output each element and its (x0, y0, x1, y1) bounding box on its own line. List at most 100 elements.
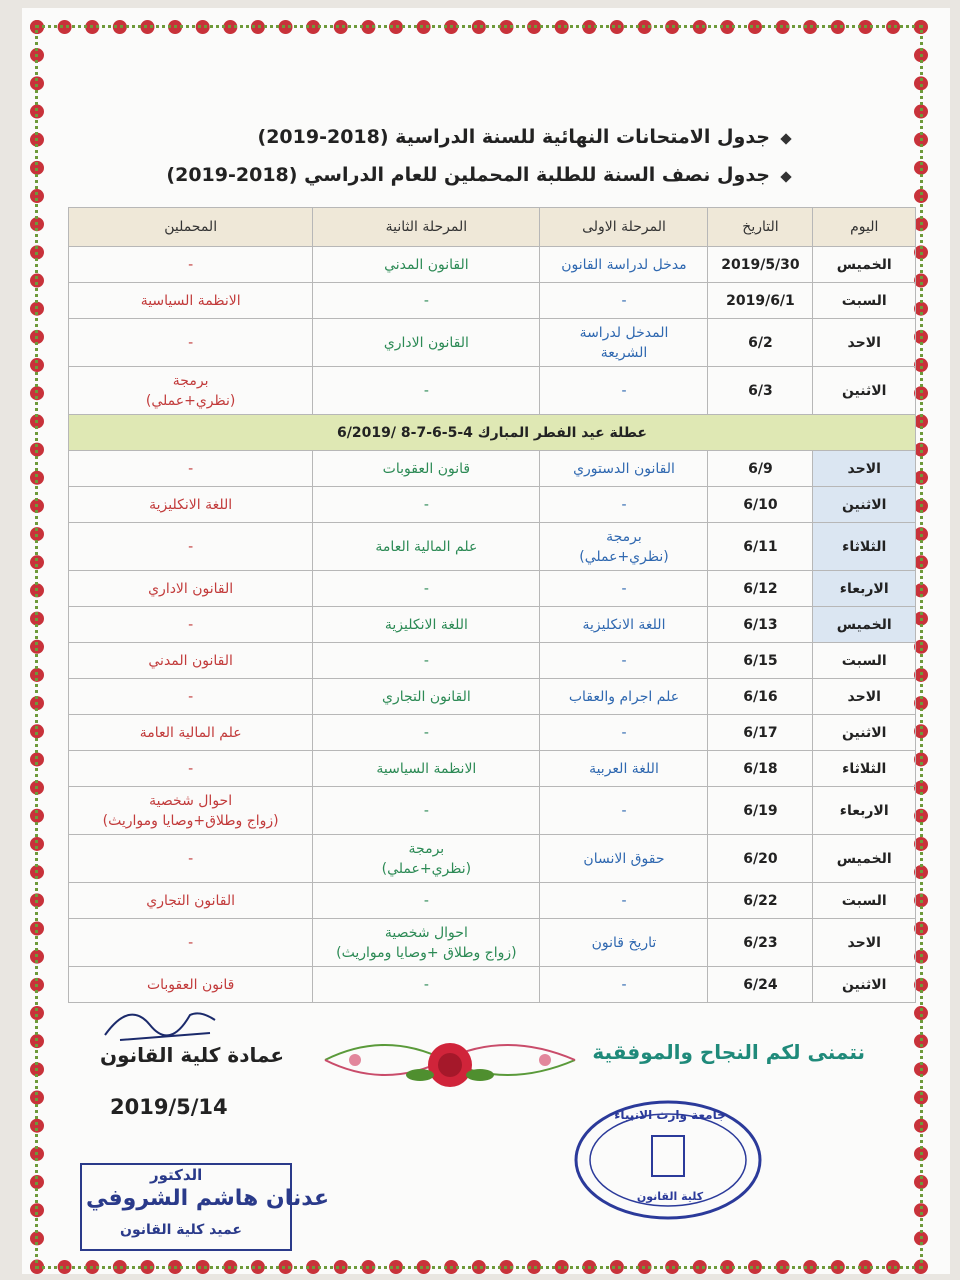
table-cell: احوال شخصية (زواج وطلاق +وصايا ومواريث) (312, 918, 541, 967)
table-row: الاثنين 6/3- - برمجة (نظري+عملي) (67, 366, 916, 415)
table-cell: - (67, 318, 314, 367)
table-cell: - (312, 714, 541, 751)
table-cell: الخميس (812, 606, 916, 643)
table-cell: 6/2 (707, 318, 814, 367)
date: 2019/5/14 (110, 1095, 228, 1119)
table-cell: الاربعاء (812, 786, 916, 835)
table-cell: القانون التجاري (67, 882, 314, 919)
table-cell: - (67, 450, 314, 487)
table-row: الاثنين 6/24- - قانون العقوبات (67, 966, 916, 1003)
deanship: عمادة كلية القانون (100, 1043, 285, 1067)
table-row: الاربعاء 6/19- - احوال شخصية (زواج وطلاق+وص… (67, 786, 916, 835)
signature-scribble (104, 1012, 216, 1041)
table-cell: المدخل لدراسة الشريعة (539, 318, 709, 367)
column-header: المرحلة الاولى (539, 207, 709, 247)
table-cell: 6/19 (707, 786, 814, 835)
table-cell: - (539, 486, 709, 523)
table-cell: 6/24 (707, 966, 814, 1003)
table-cell: 2019/6/1 (707, 282, 814, 319)
table-cell: الاحد (812, 318, 916, 367)
table-cell: - (312, 486, 541, 523)
stamp (574, 1100, 762, 1220)
table-cell: - (67, 246, 314, 283)
table-cell: - (67, 522, 314, 571)
table-cell: - (312, 282, 541, 319)
wish: نتمنى لكم النجاح والموفقية (592, 1040, 865, 1064)
table-row: الاثنين 6/10- - اللغة الانكليزية (67, 486, 916, 523)
table-cell: الاثنين (812, 486, 916, 523)
table-cell: الثلاثاء (812, 522, 916, 571)
table-cell: - (312, 366, 541, 415)
table-row: الخميس 2019/5/30 مدخل لدراسة القانون القانو… (67, 246, 916, 283)
table-cell: القانون المدني (67, 642, 314, 679)
table-cell: 6/11 (707, 522, 814, 571)
table-cell: احوال شخصية (زواج وطلاق+وصايا ومواريث) (67, 786, 314, 835)
table-cell: 6/13 (707, 606, 814, 643)
table-row: الاحد 6/2 المدخل لدراسة الشريعة القانون الا… (67, 318, 916, 367)
table-cell: - (539, 786, 709, 835)
holiday-row: عطلة عيد الفطر المبارك 4-5-6-7-8 /6/2019 (68, 414, 916, 451)
table-cell: 6/20 (707, 834, 814, 883)
table-cell: علم المالية العامة (312, 522, 541, 571)
table-cell: القانون التجاري (312, 678, 541, 715)
table-cell: الاحد (812, 450, 916, 487)
table-cell: برمجة (نظري+عملي) (539, 522, 709, 571)
table-cell: - (312, 570, 541, 607)
table-cell: - (67, 606, 314, 643)
signature-title: الدكتور (150, 1166, 203, 1184)
table-row: السبت 6/22- - القانون التجاري (67, 882, 916, 919)
table-cell: قانون العقوبات (312, 450, 541, 487)
table-row: الاحد 6/16 علم اجرام والعقاب القانون التجار… (67, 678, 916, 715)
table-cell: القانون الاداري (312, 318, 541, 367)
table-cell: تاريخ قانون (539, 918, 709, 967)
table-cell: 6/22 (707, 882, 814, 919)
table-cell: الانظمة السياسية (312, 750, 541, 787)
table-row: الاثنين 6/17- - علم المالية العامة (67, 714, 916, 751)
table-cell: 6/9 (707, 450, 814, 487)
rose-ornament (324, 1043, 576, 1087)
table-row: السبت 2019/6/1- - الانظمة السياسية (67, 282, 916, 319)
exam-table: اليوم التاريخ المرحلة الاولى المرحلة الثاني… (67, 207, 916, 1003)
table-cell: - (312, 642, 541, 679)
table-cell: 6/10 (707, 486, 814, 523)
table-row: الخميس 6/13 اللغة الانكليزية اللغة الانكليز… (67, 606, 916, 643)
signature-box (80, 1163, 292, 1251)
stamp-college: كلية القانون (636, 1190, 704, 1203)
table-cell: - (312, 966, 541, 1003)
table-cell: 6/17 (707, 714, 814, 751)
table-cell: السبت (812, 282, 916, 319)
table-cell: الخميس (812, 246, 916, 283)
table-row: الاربعاء 6/12- - القانون الاداري (67, 570, 916, 607)
table-cell: حقوق الانسان (539, 834, 709, 883)
table-row: الثلاثاء 6/18 اللغة العربية الانظمة السياسي… (67, 750, 916, 787)
table-cell: الانظمة السياسية (67, 282, 314, 319)
column-header: التاريخ (707, 207, 814, 247)
table-row: الخميس 6/20 حقوق الانسان برمجة (نظري+عملي) - (67, 834, 916, 883)
table-cell: اللغة الانكليزية (539, 606, 709, 643)
table-cell: مدخل لدراسة القانون (539, 246, 709, 283)
table-row: الاحد 6/23 تاريخ قانون احوال شخصية (زواج وط… (67, 918, 916, 967)
table-cell: السبت (812, 642, 916, 679)
table-cell: الاثنين (812, 714, 916, 751)
column-header: المحملين (67, 207, 314, 247)
table-row: الثلاثاء 6/11 برمجة (نظري+عملي) علم المالية… (67, 522, 916, 571)
table-cell: - (539, 282, 709, 319)
table-cell: 6/23 (707, 918, 814, 967)
table-cell: 2019/5/30 (707, 246, 814, 283)
table-row: الاحد 6/9 القانون الدستوري قانون العقوبات - (67, 450, 916, 487)
table-cell: - (67, 678, 314, 715)
table-cell: الخميس (812, 834, 916, 883)
table-cell: اللغة الانكليزية (67, 486, 314, 523)
table-cell: - (539, 882, 709, 919)
stamp-university: جامعة وارث الانبياء (614, 1108, 726, 1122)
column-header: المرحلة الثانية (312, 207, 541, 247)
table-cell: - (67, 834, 314, 883)
table-cell: 6/15 (707, 642, 814, 679)
table-cell: الاثنين (812, 966, 916, 1003)
table-cell: برمجة (نظري+عملي) (67, 366, 314, 415)
table-cell: الاحد (812, 678, 916, 715)
table-cell: - (539, 714, 709, 751)
table-cell: القانون الدستوري (539, 450, 709, 487)
header-row: اليوم التاريخ المرحلة الاولى المرحلة الثاني… (67, 207, 916, 247)
